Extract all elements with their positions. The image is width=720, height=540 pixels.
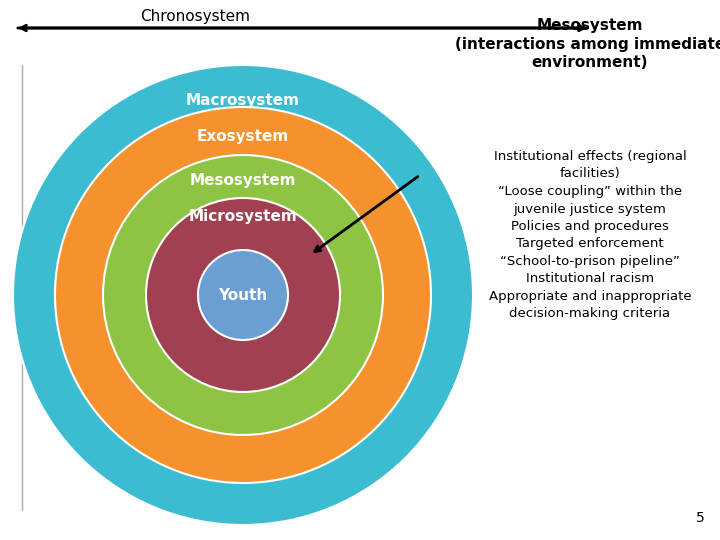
Circle shape: [103, 155, 383, 435]
Circle shape: [146, 198, 340, 392]
Text: Youth: Youth: [218, 287, 268, 302]
Text: 5: 5: [696, 511, 705, 525]
Circle shape: [198, 250, 288, 340]
Text: Institutional effects (regional
facilities)
“Loose coupling” within the
juvenile: Institutional effects (regional faciliti…: [489, 150, 691, 321]
Text: Mesosystem
(interactions among immediate
environment): Mesosystem (interactions among immediate…: [455, 18, 720, 70]
Text: Mesosystem: Mesosystem: [190, 172, 296, 187]
Circle shape: [55, 107, 431, 483]
Text: Microsystem: Microsystem: [189, 210, 297, 225]
Text: Chronosystem: Chronosystem: [140, 9, 250, 24]
Circle shape: [13, 65, 473, 525]
Text: Exosystem: Exosystem: [197, 130, 289, 145]
Text: Macrosystem: Macrosystem: [186, 92, 300, 107]
